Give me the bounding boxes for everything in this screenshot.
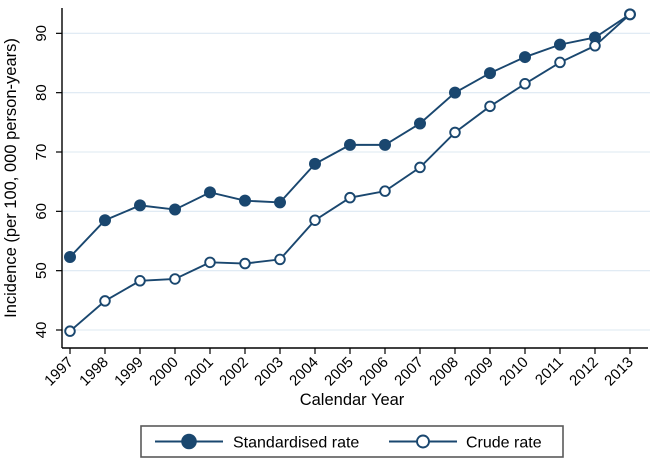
y-tick-label: 70 [33,144,50,161]
data-point-standardised-rate [343,138,356,151]
x-tick-label: 2010 [496,354,532,390]
data-point-crude-rate [344,191,356,204]
legend: Standardised rate Crude rate [140,425,564,458]
data-point-standardised-rate [169,203,182,216]
data-point-crude-rate [99,295,111,307]
x-tick-label: 1999 [111,354,147,390]
y-ticks: 40 50 60 70 80 90 [33,25,62,338]
data-point-standardised-rate [99,214,112,227]
x-tick-label: 2011 [532,354,567,389]
data-point-standardised-rate [448,86,461,99]
data-point-standardised-rate [273,196,286,209]
series-standardised-rate [64,8,636,264]
data-point-standardised-rate [239,194,252,207]
x-tick-label: 2013 [601,354,637,390]
legend-entry-standardised: Standardised rate [155,433,359,452]
data-point-standardised-rate [134,199,147,212]
x-tick-label: 2004 [286,354,322,390]
y-tick-label: 50 [33,262,50,279]
data-point-crude-rate [309,214,321,226]
x-ticks: 1997 1998 1999 2000 2001 2002 2003 2004 2005 2006… [41,348,637,389]
data-point-standardised-rate [413,117,426,130]
data-point-standardised-rate [553,38,566,51]
x-axis-title: Calendar Year [300,391,405,409]
x-axis: 1997 1998 1999 2000 2001 2002 2003 2004 2005 2006… [41,347,648,389]
x-tick-label: 1997 [41,354,77,390]
open-circle-icon [416,434,430,449]
data-point-standardised-rate [378,138,391,151]
x-tick-label: 2003 [251,354,287,390]
data-point-standardised-rate [308,157,321,170]
data-point-standardised-rate [204,186,217,199]
data-point-crude-rate [519,78,531,90]
x-tick-label: 2005 [321,354,357,390]
data-point-crude-rate [239,257,251,270]
x-tick-label: 2000 [146,354,182,390]
y-axis-title: Incidence (per 100, 000 person-years) [2,38,20,318]
y-tick-label: 90 [33,25,50,42]
data-point-crude-rate [169,273,181,285]
legend-label-crude: Crude rate [466,435,542,452]
data-point-crude-rate [589,40,601,52]
x-tick-label: 2008 [426,354,462,390]
legend-label-standardised: Standardised rate [233,435,359,452]
y-tick-label: 60 [33,203,50,220]
data-point-standardised-rate [64,251,77,264]
series-line-crude-rate [69,13,631,332]
data-point-crude-rate [64,325,76,337]
y-axis: 40 50 60 70 80 90 [33,8,63,348]
data-point-crude-rate [414,161,426,174]
x-tick-label: 2007 [391,354,427,390]
data-point-standardised-rate [518,51,531,64]
legend-entry-crude: Crude rate [389,435,542,452]
data-point-crude-rate [204,256,216,269]
x-tick-label: 2001 [181,354,217,390]
x-tick-label: 2012 [566,354,602,390]
data-point-crude-rate [134,275,146,287]
data-point-crude-rate [379,185,391,197]
y-tick-label: 80 [33,84,50,101]
series-line-standardised-rate [69,13,631,258]
data-point-crude-rate [624,8,636,21]
series-crude-rate [64,8,636,337]
data-point-crude-rate [274,253,286,266]
filled-circle-icon [181,433,197,450]
gridlines [62,32,650,331]
data-point-standardised-rate [483,67,496,80]
data-point-crude-rate [449,126,461,139]
y-tick-label: 40 [33,322,50,339]
x-tick-label: 2002 [216,354,252,390]
x-tick-label: 2006 [356,354,392,390]
data-point-crude-rate [554,56,566,69]
series-layer [64,8,636,337]
x-tick-label: 2009 [461,354,497,390]
x-tick-label: 1998 [76,354,112,390]
data-point-crude-rate [484,100,496,113]
